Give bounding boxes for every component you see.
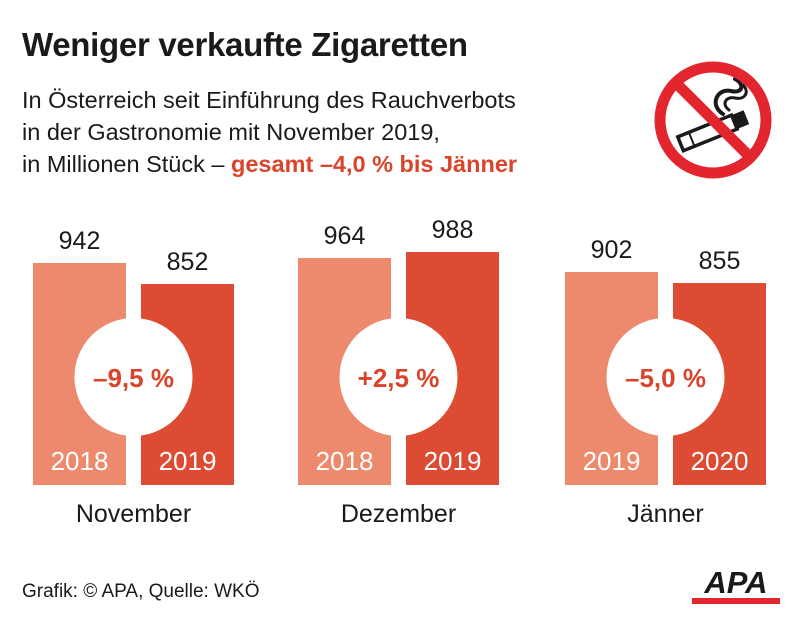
year-label: 2019 (424, 446, 482, 476)
year-label: 2020 (691, 446, 749, 476)
year-label: 2019 (159, 446, 217, 476)
year-label: 2019 (583, 446, 641, 476)
month-label: Jänner (627, 500, 703, 528)
change-circle (606, 318, 725, 436)
value-label: 988 (432, 216, 474, 244)
year-label: 2018 (51, 446, 109, 476)
apa-logo: APA (692, 566, 780, 604)
change-circle (74, 318, 193, 436)
month-label: Dezember (341, 500, 456, 528)
change-circle (339, 318, 458, 436)
chart-title: Weniger verkaufte Zigaretten (22, 26, 468, 63)
chart-subtitle: In Österreich seit Einführung des Rauchv… (22, 84, 517, 180)
svg-text:APA: APA (703, 566, 767, 600)
value-label: 852 (167, 248, 209, 276)
subtitle-line-1: In Österreich seit Einführung des Rauchv… (22, 87, 516, 113)
subtitle-line-3: in Millionen Stück – gesamt –4,0 % bis J… (22, 148, 517, 180)
no-smoking-icon (654, 61, 772, 179)
bar-chart: 942 2018 852 2019 –9,5 % November 964 2018 988 20… (33, 216, 766, 528)
subtitle-line-2: in der Gastronomie mit November 2019, (22, 119, 440, 145)
change-label: +2,5 % (358, 363, 440, 393)
source-credit: Grafik: © APA, Quelle: WKÖ (22, 581, 260, 602)
value-label: 902 (591, 236, 633, 264)
change-label: –9,5 % (93, 363, 174, 393)
change-label: –5,0 % (625, 363, 706, 393)
value-label: 855 (699, 247, 741, 275)
subtitle-line-3-text: in Millionen Stück – (22, 151, 231, 177)
value-label: 964 (324, 222, 366, 250)
month-label: November (76, 500, 191, 528)
value-label: 942 (59, 227, 101, 255)
subtitle-highlight: gesamt –4,0 % bis Jänner (231, 151, 518, 177)
year-label: 2018 (316, 446, 374, 476)
